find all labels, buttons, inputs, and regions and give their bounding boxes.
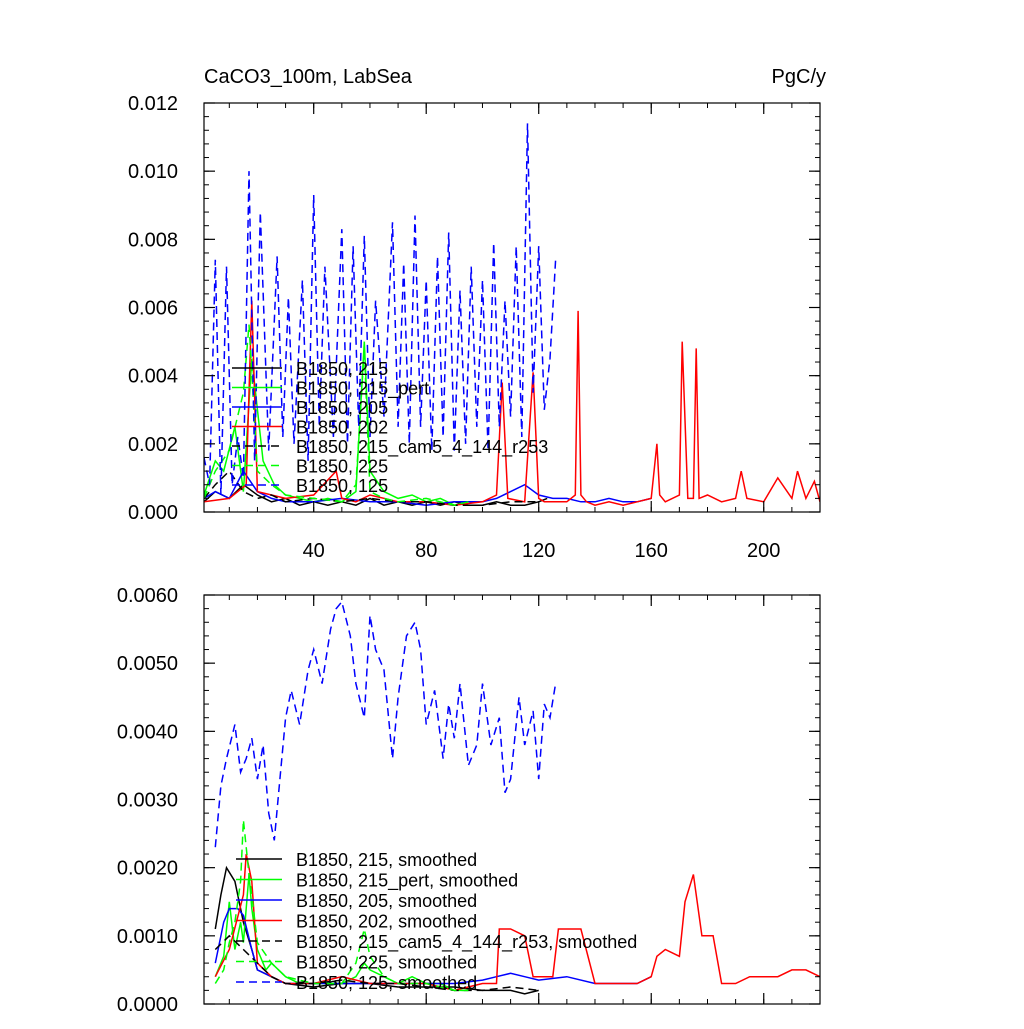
y-tick-label: 0.0010 [117, 926, 178, 948]
series-line-7 [204, 123, 557, 496]
legend-label: B1850, 205 [296, 398, 388, 418]
legend-label: B1850, 125, smoothed [296, 973, 477, 993]
y-tick-label: 0.008 [128, 229, 178, 251]
chart-title: CaCO3_100m, LabSea [204, 66, 413, 88]
y-tick-label: 0.002 [128, 434, 178, 456]
legend-label: B1850, 215_cam5_4_144_r253, smoothed [296, 932, 637, 953]
y-tick-label: 0.0000 [117, 994, 178, 1016]
y-tick-label: 0.010 [128, 161, 178, 183]
legend-label: B1850, 125 [296, 476, 388, 496]
x-tick-label: 120 [522, 540, 555, 562]
legend-label: B1850, 202, smoothed [296, 912, 477, 932]
y-tick-label: 0.004 [128, 366, 178, 388]
legend-label: B1850, 225, smoothed [296, 953, 477, 973]
legend-label: B1850, 215_pert [296, 379, 429, 400]
series-line-4 [204, 300, 820, 506]
x-tick-label: 80 [415, 540, 437, 562]
x-tick-label: 160 [635, 540, 668, 562]
legend-label: B1850, 215 [296, 359, 388, 379]
y-tick-label: 0.0020 [117, 858, 178, 880]
series-line-2 [204, 341, 469, 506]
series-line-5 [214, 934, 539, 992]
y-tick-label: 0.012 [128, 93, 178, 115]
chart-units: PgC/y [772, 66, 826, 88]
series-line-7 [214, 600, 557, 848]
legend-label: B1850, 215, smoothed [296, 850, 477, 870]
y-tick-label: 0.0040 [117, 721, 178, 743]
y-tick-label: 0.0050 [117, 653, 178, 675]
legend-label: B1850, 205, smoothed [296, 891, 477, 911]
y-tick-label: 0.0060 [117, 585, 178, 607]
legend-label: B1850, 202 [296, 418, 388, 438]
legend-label: B1850, 225 [296, 457, 388, 477]
series-line-6 [214, 819, 469, 992]
y-tick-label: 0.006 [128, 298, 178, 320]
x-tick-label: 200 [747, 540, 780, 562]
y-tick-label: 0.0030 [117, 790, 178, 812]
chart-panel-1: 0.000 0.002 0.004 0.006 0.008 0.010 0.012 40 80 1… [128, 66, 826, 562]
series-line-6 [204, 324, 469, 506]
x-tick-label: 40 [303, 540, 325, 562]
y-tick-label: 0.000 [128, 502, 178, 524]
legend-label: B1850, 215_pert, smoothed [296, 871, 518, 892]
chart-panel-2: 0.0000 0.0010 0.0020 0.0030 0.0040 0.0050 0.00… [117, 585, 821, 1016]
series-group [204, 123, 820, 506]
legend-label: B1850, 215_cam5_4_144_r253 [296, 437, 548, 458]
series-group [214, 600, 820, 995]
